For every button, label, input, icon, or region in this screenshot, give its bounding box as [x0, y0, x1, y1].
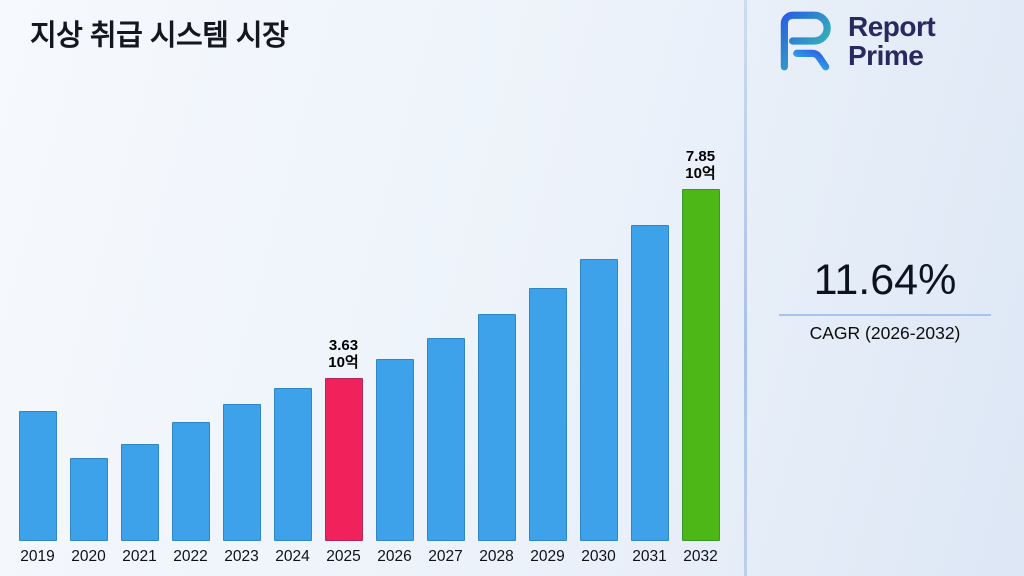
bar-2027: [426, 338, 465, 541]
bar-2025: [324, 378, 363, 541]
x-tick-2023: 2023: [224, 548, 259, 565]
vertical-divider: [744, 0, 747, 576]
bar-column-2020: 2020: [63, 458, 114, 568]
bar-2031: [630, 225, 669, 541]
bar-column-2030: 2030: [573, 259, 624, 568]
bar-2023: [222, 404, 261, 541]
cagr-label: CAGR (2026-2032): [809, 323, 961, 343]
bar-2022: [171, 422, 210, 541]
bar-column-2025: 3.63 10억 2025: [318, 338, 369, 568]
x-tick-2032: 2032: [683, 548, 718, 565]
bar-column-2032: 7.85 10억 2032: [675, 149, 726, 568]
bar-value-label-2025: 3.63 10억: [328, 337, 359, 372]
bar-2030: [579, 259, 618, 541]
bar-column-2021: 2021: [114, 444, 165, 568]
bar-column-2029: 2029: [522, 288, 573, 568]
bar-2029: [528, 288, 567, 541]
bar-column-2028: 2028: [471, 314, 522, 568]
bar-column-2031: 2031: [624, 225, 675, 568]
x-tick-2020: 2020: [71, 548, 106, 565]
logo-line-prime: Prime: [848, 40, 924, 71]
bar-2032: [681, 189, 720, 541]
bar-column-2023: 2023: [216, 404, 267, 568]
page-title: 지상 취급 시스템 시장: [30, 20, 289, 52]
logo-line-report: Report: [848, 10, 936, 42]
cagr-underline: [779, 314, 991, 316]
bar-column-2026: 2026: [369, 359, 420, 568]
x-tick-2026: 2026: [377, 548, 412, 565]
x-tick-2022: 2022: [173, 548, 208, 565]
cagr-value: 11.64%: [813, 256, 957, 304]
bar-column-2024: 2024: [267, 388, 318, 568]
bar-2019: [18, 411, 57, 541]
bar-chart: 2019 2020 2021 2022 2023 2024 3.63 10억 2025 2026 2…: [12, 149, 730, 568]
report-prime-logo-icon: [772, 8, 838, 74]
x-tick-2019: 2019: [20, 548, 55, 565]
cagr-block: 11.64% CAGR (2026-2032): [760, 256, 1010, 344]
x-tick-2025: 2025: [326, 548, 361, 565]
bar-value-label-2032: 7.85 10억: [685, 148, 716, 183]
x-tick-2031: 2031: [632, 548, 667, 565]
x-tick-2028: 2028: [479, 548, 514, 565]
x-tick-2024: 2024: [275, 548, 310, 565]
x-tick-2021: 2021: [122, 548, 157, 565]
bar-2021: [120, 444, 159, 541]
bar-2024: [273, 388, 312, 541]
bar-column-2019: 2019: [12, 411, 63, 568]
bar-column-2027: 2027: [420, 338, 471, 568]
bar-column-2022: 2022: [165, 422, 216, 568]
bar-2026: [375, 359, 414, 541]
report-prime-logo-text: Report Prime: [848, 10, 936, 71]
x-tick-2027: 2027: [428, 548, 463, 565]
report-prime-logo: Report Prime: [772, 8, 936, 74]
x-tick-2029: 2029: [530, 548, 565, 565]
bar-2028: [477, 314, 516, 541]
bar-2020: [69, 458, 108, 541]
x-tick-2030: 2030: [581, 548, 616, 565]
